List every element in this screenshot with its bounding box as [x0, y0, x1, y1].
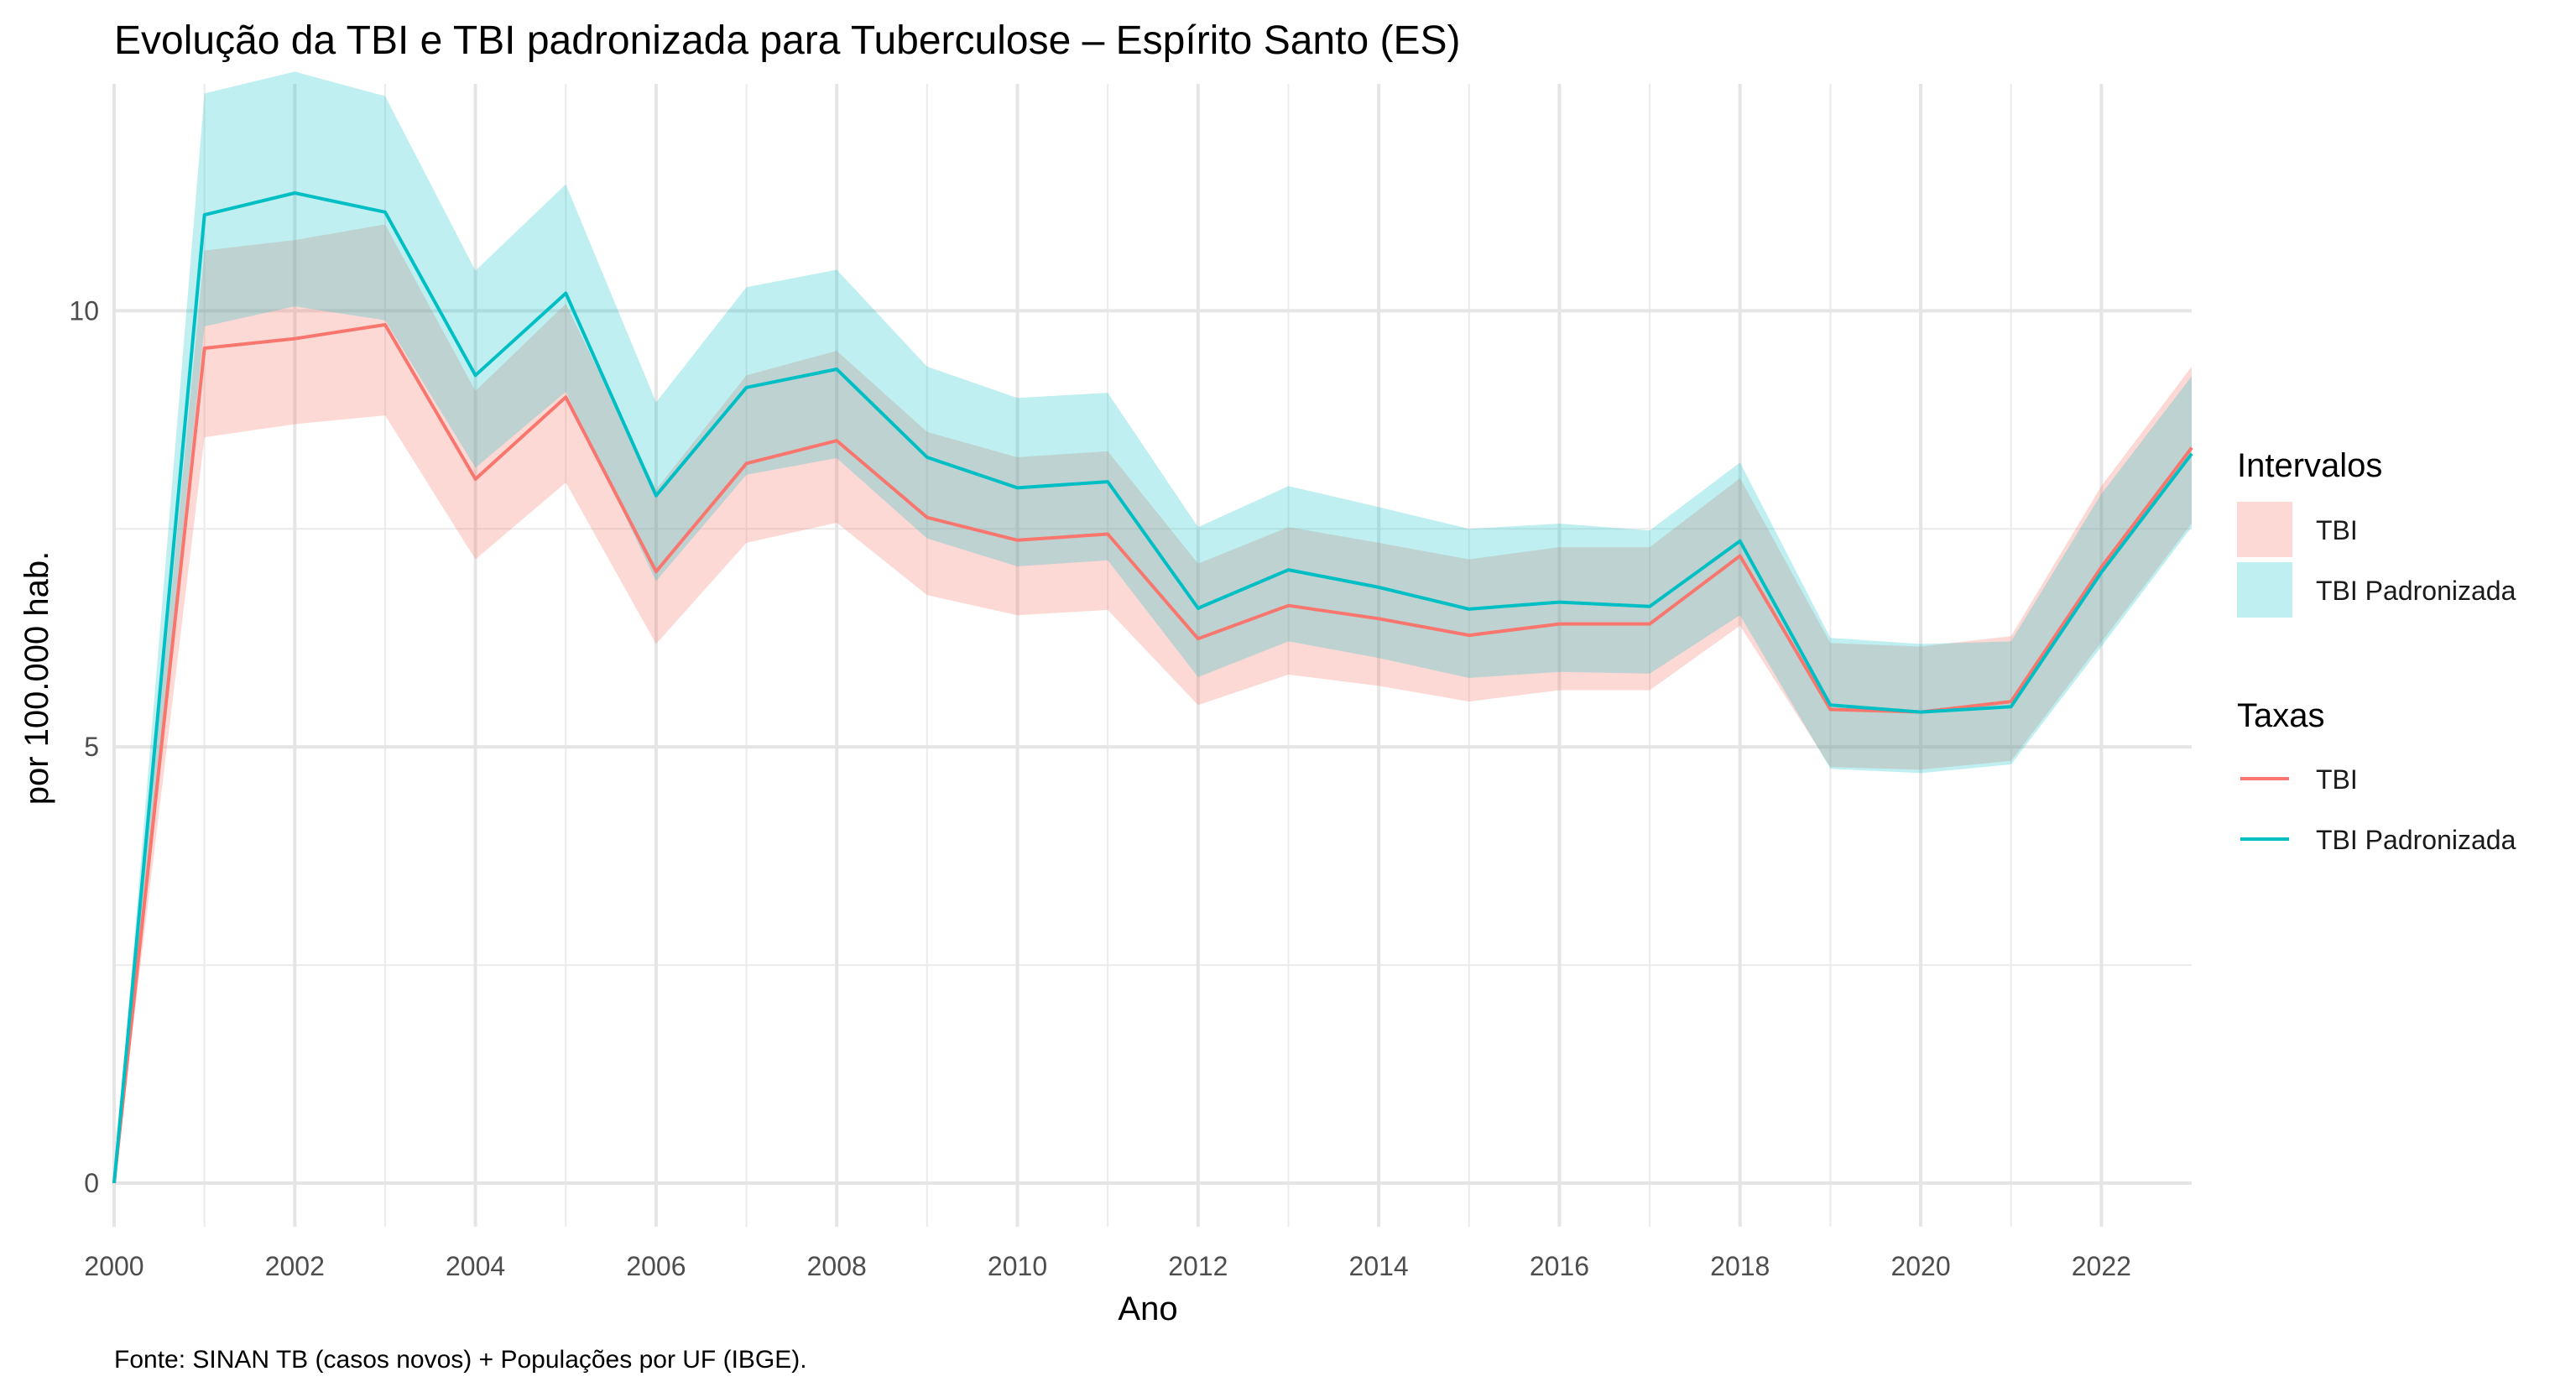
x-tick-label: 2008 — [807, 1251, 867, 1281]
x-tick-label: 2000 — [84, 1251, 143, 1281]
x-tick-label: 2014 — [1349, 1251, 1409, 1281]
legend-label-tbi-line: TBI — [2316, 764, 2358, 795]
x-tick-label: 2018 — [1710, 1251, 1770, 1281]
x-axis-label: Ano — [1118, 1291, 1177, 1327]
legend-label-tbi-padronizada-band: TBI Padronizada — [2316, 576, 2516, 606]
y-axis-label: por 100.000 hab. — [18, 551, 55, 805]
confidence-bands — [114, 71, 2192, 1183]
x-tick-label: 2020 — [1890, 1251, 1950, 1281]
caption: Fonte: SINAN TB (casos novos) + Populaçõ… — [114, 1346, 807, 1374]
legend-key-tbi-band — [2237, 502, 2292, 557]
x-tick-label: 2004 — [446, 1251, 505, 1281]
legend-key-tbi-padronizada-band — [2237, 562, 2292, 618]
legend-label-tbi-band: TBI — [2316, 515, 2358, 545]
x-tick-label: 2016 — [1530, 1251, 1589, 1281]
legend: Intervalos TBI TBI Padronizada Taxas TBI… — [2237, 447, 2516, 855]
line-tbi-padronizada — [112, 191, 2193, 1184]
major-gridlines — [112, 84, 2192, 1227]
legend-title-fill: Intervalos — [2237, 447, 2382, 484]
legend-title-line: Taxas — [2237, 697, 2325, 734]
y-tick-label: 0 — [84, 1168, 99, 1198]
y-tick-label: 10 — [69, 295, 99, 326]
band-tbi — [114, 224, 2192, 1183]
rate-lines — [112, 191, 2193, 1184]
x-axis-tick-labels: 2000 2002 2004 2006 2008 2010 2012 2014 2016 2018… — [84, 1251, 2131, 1281]
x-tick-label: 2002 — [265, 1251, 325, 1281]
x-tick-label: 2022 — [2072, 1251, 2131, 1281]
x-tick-label: 2012 — [1168, 1251, 1228, 1281]
x-tick-label: 2006 — [626, 1251, 686, 1281]
y-axis-tick-labels: 0 5 10 — [69, 295, 99, 1198]
line-tbi — [112, 323, 2193, 1184]
y-tick-label: 5 — [84, 732, 99, 762]
minor-gridlines — [114, 84, 2192, 1227]
band-tbi-padronizada — [114, 71, 2192, 1183]
chart-title: Evolução da TBI e TBI padronizada para T… — [114, 18, 1460, 63]
x-tick-label: 2010 — [988, 1251, 1047, 1281]
legend-label-tbi-padronizada-line: TBI Padronizada — [2316, 825, 2516, 855]
